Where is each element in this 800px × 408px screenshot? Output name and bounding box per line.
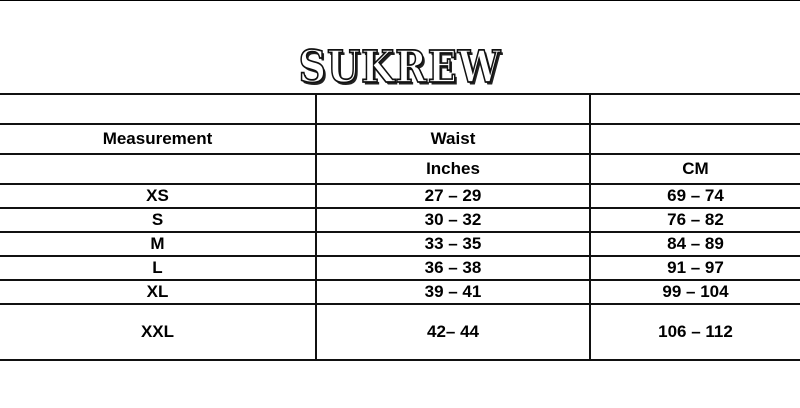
inches-cell: 36 – 38 (315, 255, 591, 281)
cm-cell: 76 – 82 (589, 207, 800, 233)
size-cell: XS (0, 183, 317, 209)
brand-logo: SUKREW (298, 40, 502, 93)
size-cell: M (0, 231, 317, 257)
size-cell: L (0, 255, 317, 281)
header-cm: CM (589, 153, 800, 185)
cm-cell: 69 – 74 (589, 183, 800, 209)
table-unit-row: Inches CM (0, 153, 800, 185)
size-cell: XL (0, 279, 317, 305)
table-row: M 33 – 35 84 – 89 (0, 231, 800, 257)
header-inches: Inches (315, 153, 591, 185)
size-cell: S (0, 207, 317, 233)
top-border (0, 0, 800, 1)
table-row: XS 27 – 29 69 – 74 (0, 183, 800, 209)
header-measurement: Measurement (0, 123, 317, 155)
inches-cell: 39 – 41 (315, 279, 591, 305)
inches-cell: 42– 44 (315, 303, 591, 361)
cm-cell: 106 – 112 (589, 303, 800, 361)
cm-cell: 91 – 97 (589, 255, 800, 281)
inches-cell: 27 – 29 (315, 183, 591, 209)
table-row: XL 39 – 41 99 – 104 (0, 279, 800, 305)
table-row: S 30 – 32 76 – 82 (0, 207, 800, 233)
table-header-row: Measurement Waist (0, 123, 800, 155)
size-cell: XXL (0, 303, 317, 361)
inches-cell: 33 – 35 (315, 231, 591, 257)
header-waist: Waist (315, 123, 591, 155)
inches-cell: 30 – 32 (315, 207, 591, 233)
cm-cell: 84 – 89 (589, 231, 800, 257)
table-row-blank (0, 93, 800, 125)
table-row: L 36 – 38 91 – 97 (0, 255, 800, 281)
cm-cell: 99 – 104 (589, 279, 800, 305)
size-chart-table: Measurement Waist Inches CM XS 27 – 29 6… (0, 93, 800, 361)
table-row: XXL 42– 44 106 – 112 (0, 303, 800, 361)
